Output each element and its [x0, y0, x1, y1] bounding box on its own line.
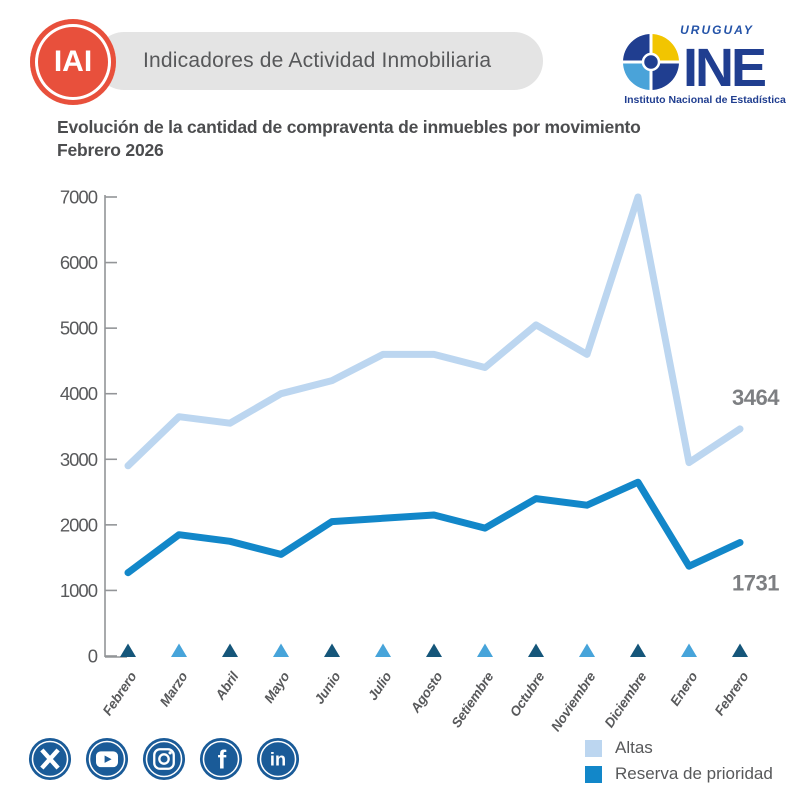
month-label: Mayo — [261, 669, 292, 705]
month-marker-triangle — [477, 643, 493, 657]
month-marker-triangle — [681, 643, 697, 657]
month-label: Abril — [212, 669, 242, 703]
series-line-altas — [124, 193, 744, 470]
month-marker-triangle — [426, 643, 442, 657]
month-marker-triangle — [222, 643, 238, 657]
svg-text:in: in — [270, 750, 286, 770]
month-label: Febrero — [712, 669, 752, 718]
series-end-label: 3464 — [732, 385, 780, 410]
month-label: Junio — [311, 669, 343, 706]
month-label: Febrero — [100, 669, 140, 718]
ine-logo: URUGUAY INE Instituto Nacional de Estadí… — [623, 23, 786, 106]
month-marker-triangle — [171, 643, 187, 657]
legend-swatch-reserva — [585, 765, 602, 783]
y-tick-label: 1000 — [60, 580, 98, 601]
legend-item-altas: Altas — [585, 735, 773, 761]
youtube-icon[interactable] — [85, 737, 129, 781]
chart-title-line1: Evolución de la cantidad de compraventa … — [57, 117, 641, 137]
month-label: Agosto — [407, 669, 445, 716]
legend-item-reserva: Reserva de prioridad — [585, 761, 773, 787]
month-label: Diciembre — [602, 669, 650, 731]
header-title: Indicadores de Actividad Inmobiliaria — [143, 49, 492, 72]
month-label: Enero — [667, 669, 700, 708]
ine-logo-acronym: INE — [683, 38, 765, 98]
legend-label-reserva: Reserva de prioridad — [615, 764, 773, 783]
ine-logo-subtitle: Instituto Nacional de Estadística — [624, 94, 786, 106]
iai-badge: IAI — [30, 19, 116, 105]
chart-legend: Altas Reserva de prioridad — [585, 735, 773, 787]
month-marker-triangle — [732, 643, 748, 657]
svg-text:f: f — [218, 747, 227, 775]
chart-title: Evolución de la cantidad de compraventa … — [57, 116, 757, 162]
y-tick-label: 5000 — [60, 318, 98, 339]
month-marker-triangle — [375, 643, 391, 657]
instagram-icon[interactable] — [142, 737, 186, 781]
month-marker-triangle — [120, 643, 136, 657]
month-label: Marzo — [157, 669, 191, 709]
series-line-reserva — [124, 478, 744, 577]
month-label: Octubre — [507, 669, 548, 720]
y-tick-label: 0 — [88, 646, 98, 667]
y-tick-label: 4000 — [60, 383, 98, 404]
linkedin-icon[interactable]: in — [256, 737, 300, 781]
header-pill: Indicadores de Actividad Inmobiliaria — [95, 32, 543, 90]
series-end-label: 1731 — [732, 571, 779, 596]
legend-label-altas: Altas — [615, 738, 653, 757]
facebook-icon[interactable]: f — [199, 737, 243, 781]
y-tick-label: 2000 — [60, 514, 98, 535]
month-label: Noviembre — [548, 669, 599, 734]
y-tick-label: 3000 — [60, 449, 98, 470]
social-icons: f in — [28, 737, 300, 781]
month-marker-triangle — [324, 643, 340, 657]
x-icon[interactable] — [28, 737, 72, 781]
month-marker-triangle — [630, 643, 646, 657]
month-marker-triangle — [273, 643, 289, 657]
month-label: Julio — [365, 669, 394, 703]
legend-swatch-altas — [585, 739, 602, 757]
y-tick-label: 6000 — [60, 252, 98, 273]
ine-logo-country: URUGUAY — [680, 23, 754, 37]
ine-logo-mark — [623, 34, 679, 90]
chart-title-line2: Febrero 2026 — [57, 140, 164, 160]
month-marker-triangle — [528, 643, 544, 657]
y-tick-label: 7000 — [60, 187, 98, 208]
month-label: Setiembre — [449, 669, 497, 731]
iai-badge-label: IAI — [53, 45, 93, 78]
month-marker-triangle — [579, 643, 595, 657]
